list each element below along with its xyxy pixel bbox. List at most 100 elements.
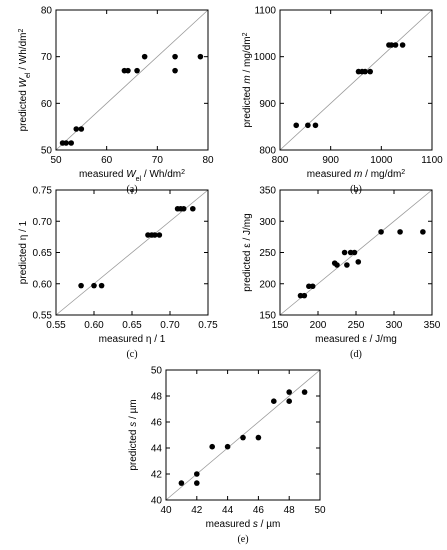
y-tick-label: 42 xyxy=(151,470,163,481)
x-axis-title-part: measured ε / J/mg xyxy=(315,334,397,345)
y-axis-title: predicted s / µm xyxy=(128,399,139,470)
x-axis-title-part: / Wh/dm xyxy=(141,169,181,180)
y-tick-label: 150 xyxy=(259,311,276,322)
data-point xyxy=(178,480,185,486)
data-point xyxy=(194,471,200,477)
data-point xyxy=(399,42,406,48)
data-point xyxy=(68,140,74,146)
plot-frame xyxy=(165,369,321,501)
data-point xyxy=(180,205,187,212)
data-point xyxy=(172,67,178,74)
data-point xyxy=(341,249,348,256)
scatter-panel: 800 900 1000 1100 800 900 1000 1100 measured m /… xyxy=(242,6,444,196)
x-tick-label: 80 xyxy=(202,155,214,166)
data-point xyxy=(397,229,403,235)
y-axis-title-part: / µm xyxy=(128,399,139,421)
data-point xyxy=(312,122,319,129)
data-point xyxy=(78,282,84,289)
x-tick-label: 70 xyxy=(152,155,164,166)
plot-frame xyxy=(55,9,209,151)
y-tick-label: 1100 xyxy=(254,6,276,17)
y-tick-label: 0.55 xyxy=(33,311,53,322)
x-axis-title: measured Wel / Wh/dm2 xyxy=(79,169,185,183)
y-axis-title-part: s xyxy=(128,422,139,427)
x-tick-label: 60 xyxy=(101,155,113,166)
data-point xyxy=(344,262,350,268)
data-point xyxy=(125,67,131,74)
y-axis-title-part: predicted ε / J/mg xyxy=(242,213,253,291)
data-point xyxy=(420,229,426,235)
x-tick-label: 1100 xyxy=(421,155,443,166)
data-point xyxy=(293,122,300,129)
x-tick-label: 44 xyxy=(222,505,234,516)
x-axis-title-part: s xyxy=(253,519,258,530)
x-tick-label: 0.70 xyxy=(160,320,180,331)
data-point xyxy=(388,42,395,48)
plot-frame xyxy=(279,9,433,151)
data-point xyxy=(224,443,231,450)
y-tick-label: 50 xyxy=(41,146,53,157)
y-axis-title-part: predicted xyxy=(18,87,29,131)
y-axis-title-part: 2 xyxy=(242,32,249,36)
x-axis-title: measured ε / J/mg xyxy=(315,334,397,345)
x-tick-label: 1000 xyxy=(370,155,393,166)
data-point xyxy=(73,126,80,132)
panel-label: (d) xyxy=(350,349,362,360)
data-point xyxy=(271,398,277,405)
y-tick-label: 70 xyxy=(41,52,53,63)
data-point xyxy=(355,259,362,265)
y-axis-title-part: / Wh/dm xyxy=(18,33,29,73)
y-tick-label: 0.65 xyxy=(33,248,53,259)
x-tick-label: 50 xyxy=(50,155,62,166)
y-tick-label: 46 xyxy=(151,418,163,429)
y-axis-title-part: / mg/dm xyxy=(242,36,253,75)
x-axis-title: measured m / mg/dm2 xyxy=(307,169,406,181)
data-point xyxy=(334,262,340,268)
data-point xyxy=(63,140,69,146)
x-axis-title: measured s / µm xyxy=(206,519,281,530)
data-point xyxy=(240,434,246,441)
y-axis-title-part: predicted xyxy=(242,84,253,128)
data-point xyxy=(209,443,215,450)
x-tick-label: 200 xyxy=(310,320,327,331)
x-axis-title-part: / µm xyxy=(258,519,280,530)
panel-label: (c) xyxy=(126,349,137,360)
x-tick-label: 300 xyxy=(386,320,403,331)
y-axis-title-part: predicted η / 1 xyxy=(18,220,29,284)
data-point xyxy=(98,282,105,289)
x-tick-label: 0.60 xyxy=(84,320,104,331)
x-axis-title-part: W xyxy=(126,169,137,180)
data-point xyxy=(351,249,358,256)
y-tick-label: 40 xyxy=(151,496,163,507)
data-point xyxy=(172,53,178,60)
y-axis-title-part: 2 xyxy=(18,29,25,33)
scatter-panel: 0.55 0.60 0.65 0.70 0.75 0.55 0.60 0.65 0.70 0.75… xyxy=(18,186,218,361)
y-axis-title: predicted ε / J/mg xyxy=(242,213,253,291)
y-tick-label: 0.60 xyxy=(33,279,53,290)
y-tick-label: 300 xyxy=(259,217,276,228)
data-point xyxy=(156,232,163,238)
y-tick-label: 80 xyxy=(41,6,53,17)
y-tick-label: 0.75 xyxy=(33,186,53,197)
y-tick-label: 60 xyxy=(41,99,53,110)
y-tick-label: 1000 xyxy=(254,52,277,63)
y-tick-label: 0.70 xyxy=(33,217,53,228)
y-tick-label: 800 xyxy=(259,146,276,157)
x-tick-label: 0.65 xyxy=(122,320,142,331)
data-point xyxy=(134,67,140,74)
y-tick-label: 200 xyxy=(259,279,276,290)
x-tick-label: 250 xyxy=(348,320,365,331)
x-tick-label: 50 xyxy=(314,505,326,516)
scatter-panel: 150 200 250 300 350 150 200 250 300 350 measured ε… xyxy=(242,186,441,361)
x-axis-title-part: measured xyxy=(79,169,126,180)
data-point xyxy=(378,229,384,235)
x-axis-title-part: measured η / 1 xyxy=(99,334,166,345)
x-tick-label: 0.55 xyxy=(46,320,66,331)
x-axis-title-part: measured xyxy=(206,519,253,530)
y-axis-title-part: W xyxy=(18,76,29,87)
x-axis-title-part: el xyxy=(136,176,142,183)
y-tick-label: 350 xyxy=(259,186,276,197)
data-point xyxy=(190,205,196,212)
